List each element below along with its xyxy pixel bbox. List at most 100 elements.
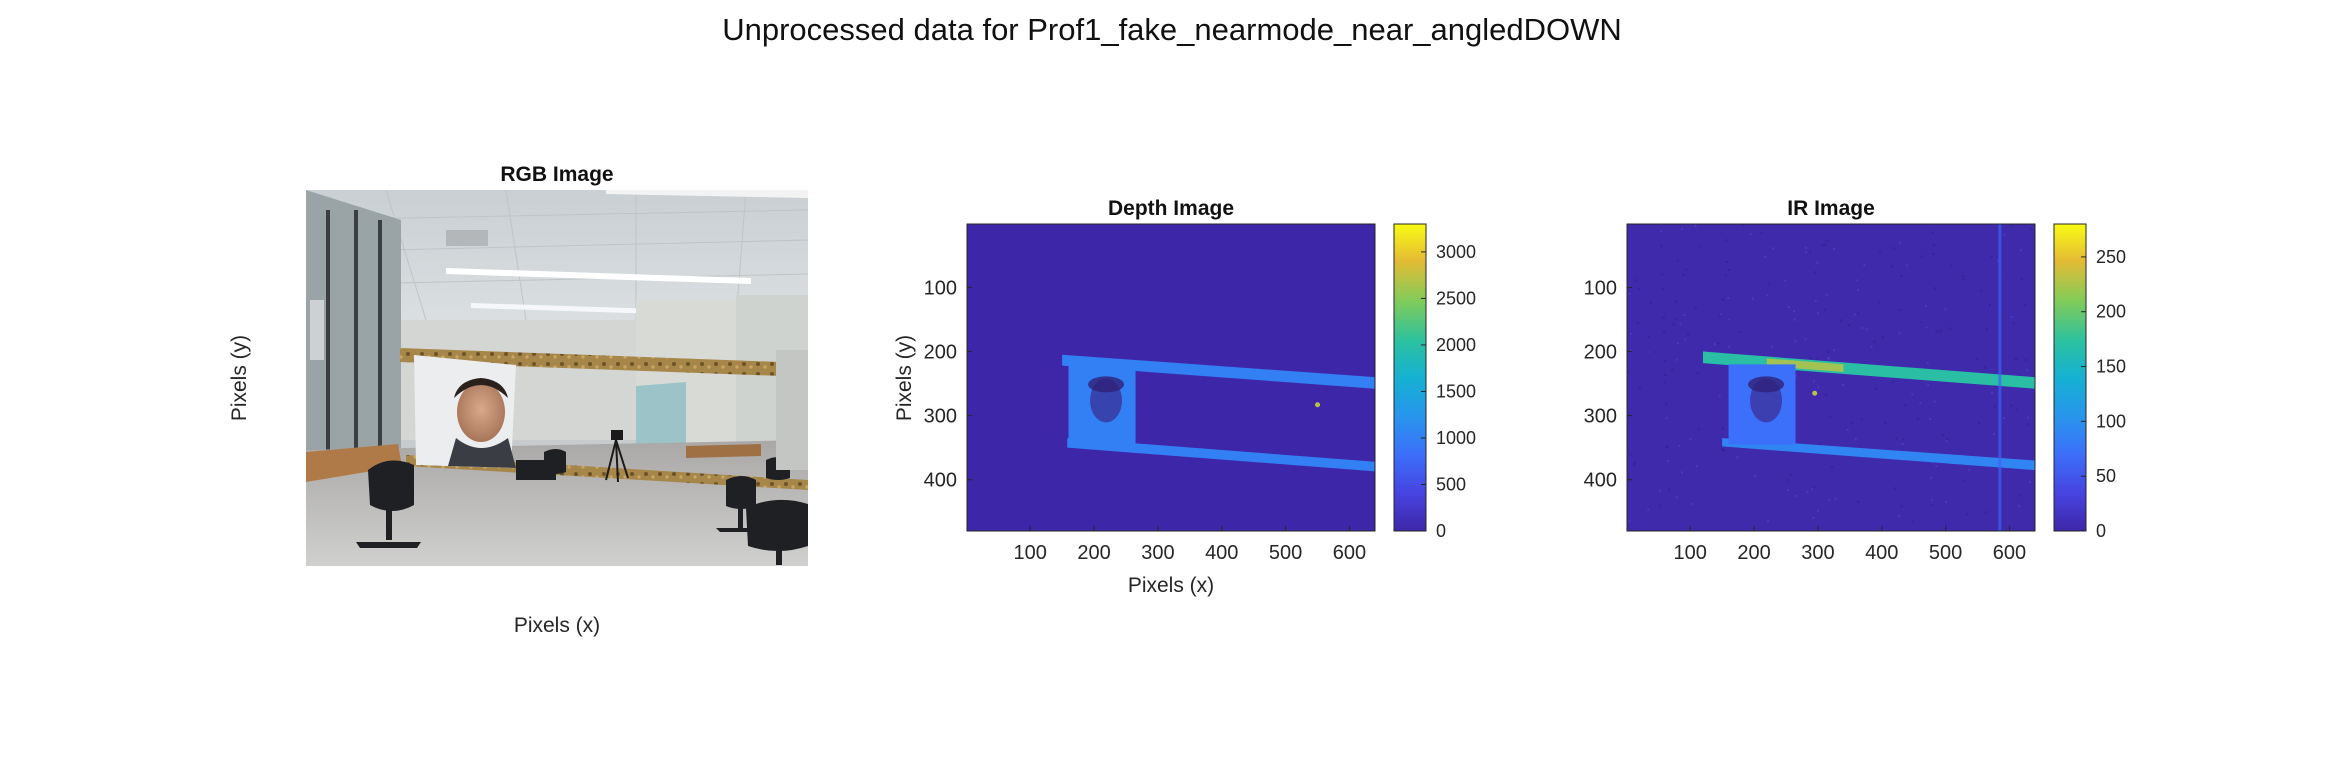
colorbar-tick-label: 2500 (1436, 288, 1476, 308)
noise-pixel (1928, 418, 1931, 421)
feature-lower_bar (1067, 438, 1375, 472)
noise-pixel (1764, 255, 1767, 258)
noise-pixel (1813, 486, 1816, 489)
depth-colorbar-ticks: 0 500 1000 1500 2000 2500 3000 (1421, 242, 1476, 541)
noise-pixel (1694, 224, 1697, 227)
noise-pixel (1726, 260, 1729, 263)
ir-colorbar (2053, 223, 2087, 532)
noise-pixel (1824, 308, 1827, 311)
noise-pixel (1676, 259, 1679, 262)
y-tick-label: 400 (924, 470, 957, 492)
noise-pixel (1840, 319, 1843, 322)
noise-pixel (1695, 465, 1698, 468)
ir-y-ticks: 100 200 300 400 (1584, 277, 1632, 492)
y-tick-label: 400 (1584, 470, 1617, 492)
noise-pixel (1727, 296, 1730, 299)
noise-pixel (1898, 309, 1901, 312)
x-tick-label: 200 (1077, 542, 1110, 564)
noise-pixel (1808, 251, 1811, 254)
noise-pixel (1697, 428, 1700, 431)
noise-pixel (1848, 324, 1851, 327)
noise-pixel (1855, 279, 1858, 282)
noise-pixel (1772, 247, 1775, 250)
noise-pixel (1870, 345, 1873, 348)
noise-pixel (1806, 491, 1809, 494)
noise-pixel (1832, 349, 1835, 352)
feature-hot_spot (1315, 402, 1321, 408)
noise-pixel (2018, 494, 2021, 497)
noise-pixel (1927, 383, 1930, 386)
noise-pixel (1912, 520, 1915, 523)
noise-pixel (1892, 380, 1895, 383)
noise-pixel (2015, 408, 2018, 411)
noise-pixel (1812, 380, 1815, 383)
noise-pixel (1760, 232, 1763, 235)
noise-pixel (1819, 443, 1822, 446)
noise-pixel (1809, 357, 1812, 360)
noise-pixel (1813, 271, 1816, 274)
noise-pixel (1665, 446, 1668, 449)
noise-pixel (2027, 423, 2030, 426)
ir-panel: IR Image 100 200 300 400 500 600 100200300400… (1584, 197, 2126, 564)
noise-pixel (1662, 316, 1665, 319)
noise-pixel (1944, 308, 1947, 311)
noise-pixel (1727, 269, 1730, 272)
noise-pixel (1663, 330, 1666, 333)
noise-pixel (1804, 338, 1807, 341)
noise-pixel (1817, 386, 1820, 389)
noise-pixel (1962, 278, 1965, 281)
noise-pixel (1649, 301, 1652, 304)
y-tick-label: 100 (1584, 277, 1617, 299)
noise-pixel (2012, 322, 2015, 325)
noise-pixel (1939, 330, 1942, 333)
colorbar-tick-label: 1000 (1436, 428, 1476, 448)
noise-pixel (1698, 245, 1701, 248)
noise-pixel (1661, 287, 1664, 290)
noise-pixel (1793, 318, 1796, 321)
noise-pixel (1628, 411, 1631, 414)
noise-pixel (1828, 498, 1831, 501)
noise-pixel (1829, 415, 1832, 418)
noise-pixel (1672, 323, 1675, 326)
noise-pixel (1721, 298, 1724, 301)
noise-pixel (1805, 251, 1808, 254)
noise-pixel (2019, 249, 2022, 252)
noise-pixel (1654, 350, 1657, 353)
noise-pixel (1751, 297, 1754, 300)
noise-pixel (1814, 300, 1817, 303)
noise-pixel (1665, 416, 1668, 419)
noise-pixel (1863, 263, 1866, 266)
noise-pixel (1824, 243, 1827, 246)
noise-pixel (1842, 384, 1845, 387)
noise-pixel (1754, 475, 1757, 478)
noise-pixel (1675, 300, 1678, 303)
feature-face_poster-hair (1088, 376, 1125, 393)
noise-pixel (1678, 444, 1681, 447)
noise-pixel (2030, 228, 2033, 231)
noise-pixel (1857, 500, 1860, 503)
noise-pixel (2010, 315, 2013, 318)
noise-pixel (1741, 224, 1744, 227)
colorbar-tick-label: 0 (1436, 521, 1446, 541)
noise-pixel (1771, 346, 1774, 349)
noise-pixel (1682, 273, 1685, 276)
colorbar-tick-label: 500 (1436, 474, 1466, 494)
feature-face_poster-hair (1748, 376, 1785, 393)
noise-pixel (1895, 437, 1898, 440)
noise-pixel (1948, 327, 1951, 330)
rgb-title: RGB Image (500, 163, 613, 186)
ir-x-ticks: 100 200 300 400 500 600 (1674, 526, 2026, 564)
noise-pixel (1691, 502, 1694, 505)
noise-pixel (1812, 517, 1815, 520)
noise-pixel (1671, 368, 1674, 371)
noise-pixel (2026, 416, 2029, 419)
noise-pixel (2026, 368, 2029, 371)
noise-pixel (1811, 488, 1814, 491)
noise-pixel (1890, 265, 1893, 268)
noise-pixel (1962, 479, 1965, 482)
noise-pixel (1647, 508, 1650, 511)
noise-pixel (1854, 437, 1857, 440)
noise-pixel (1718, 395, 1721, 398)
noise-pixel (1638, 386, 1641, 389)
